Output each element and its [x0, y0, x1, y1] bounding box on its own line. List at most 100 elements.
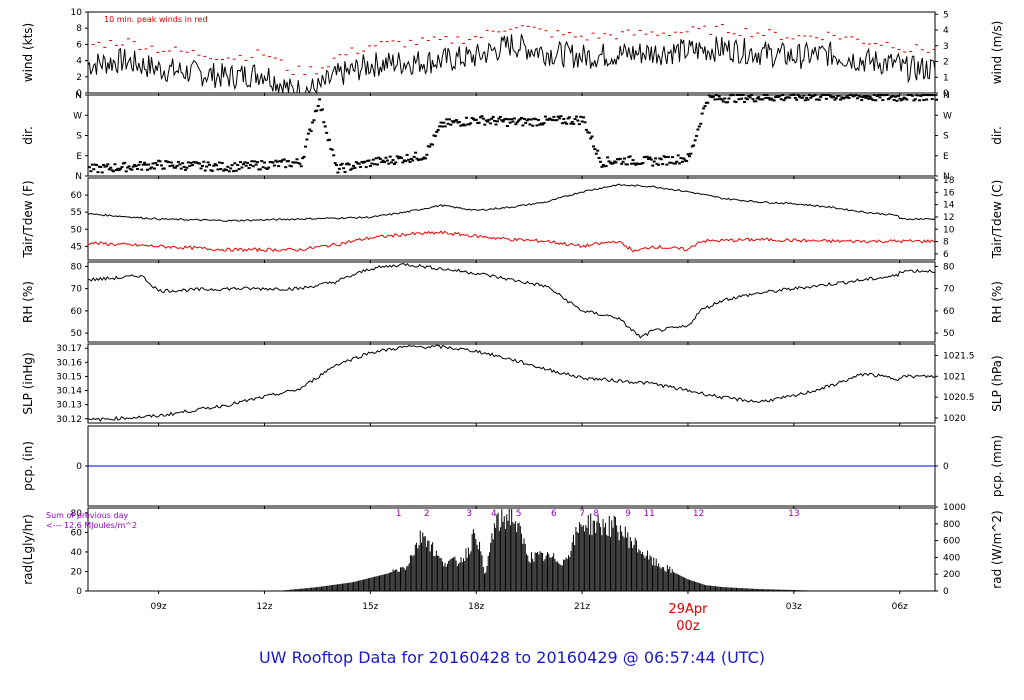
wind-right-axis-label: wind (m/s) [990, 21, 1004, 85]
dir-point [894, 95, 898, 98]
dir-point [563, 121, 567, 124]
dir-point [404, 160, 408, 163]
dir-point [867, 97, 871, 100]
x-tick-label: 18z [468, 602, 484, 612]
dir-point [769, 97, 773, 100]
dir-point [330, 148, 334, 151]
dir-point [137, 163, 141, 166]
dir-point [102, 163, 106, 166]
dir-point [414, 151, 418, 154]
dir-point [275, 160, 279, 163]
dir-point [511, 120, 515, 123]
dir-point [375, 163, 379, 166]
x-date-label: 29Apr [668, 602, 708, 617]
dir-point [117, 169, 121, 172]
dir-point [713, 98, 717, 101]
dir-point [689, 152, 693, 155]
dir-point [206, 161, 210, 164]
dir-point [833, 98, 837, 101]
dir-point [805, 96, 809, 99]
hour-mark: 13 [788, 509, 799, 519]
dir-point [747, 95, 751, 98]
dir-point [487, 118, 491, 121]
dir-point [806, 98, 810, 101]
dir-point [383, 161, 387, 164]
temp-series-tair [87, 183, 936, 222]
dir-point [888, 97, 892, 100]
dir-point [911, 94, 915, 97]
dir-point [438, 125, 442, 128]
dir-point [370, 162, 374, 165]
dir-point [455, 119, 459, 122]
dir-point [699, 122, 703, 125]
dir-point [234, 169, 238, 172]
dir-point [415, 157, 419, 160]
dir-point [394, 161, 398, 164]
dir-point [802, 94, 806, 97]
dir-point [481, 117, 485, 120]
dir-point [645, 155, 649, 158]
slp-right-tick-label: 1021.5 [943, 351, 975, 361]
rad-left-tick-label: 80 [71, 509, 83, 519]
dir-point [493, 119, 497, 122]
dir-point [227, 170, 231, 173]
dir-point [452, 121, 456, 124]
dir-left-tick-label: W [73, 111, 82, 121]
dir-point [534, 118, 538, 121]
dir-point [445, 118, 449, 121]
hour-mark: 2 [424, 509, 430, 519]
dir-point [912, 99, 916, 102]
dir-point [349, 168, 353, 171]
dir-point [515, 121, 519, 124]
dir-point [247, 167, 251, 170]
hour-mark: 8 [593, 509, 599, 519]
dir-point [604, 165, 608, 168]
dir-point [116, 167, 120, 170]
rh-left-tick-label: 50 [71, 329, 83, 339]
pcp-left-axis-label: pcp. (in) [21, 441, 35, 491]
dir-point [385, 159, 389, 162]
dir-point [339, 163, 343, 166]
dir-point [168, 165, 172, 168]
dir-point [504, 117, 508, 120]
hour-mark: 5 [516, 509, 522, 519]
dir-point [99, 165, 103, 168]
dir-point [854, 94, 858, 96]
x-tick-label: 03z [786, 602, 802, 612]
dir-point [155, 164, 159, 167]
dir-point [556, 115, 560, 118]
dir-point [96, 171, 100, 174]
dir-point [162, 167, 166, 170]
dir-right-tick-label: W [943, 111, 952, 121]
dir-point [298, 162, 302, 165]
dir-point [584, 128, 588, 131]
dir-point [754, 100, 758, 103]
rad-left-tick-label: 60 [71, 528, 83, 538]
rh-left-tick-label: 60 [71, 307, 83, 317]
dir-point [384, 156, 388, 159]
dir-point [471, 117, 475, 120]
x-tick-label: 12z [256, 602, 272, 612]
dir-point [621, 160, 625, 163]
rad-right-tick-label: 200 [943, 570, 960, 580]
dir-point [923, 94, 927, 96]
slp-left-axis-label: SLP (inHg) [21, 352, 35, 414]
dir-point [443, 125, 447, 128]
dir-point [248, 163, 252, 166]
slp-panel-frame [87, 343, 936, 424]
rh-left-tick-label: 80 [71, 262, 83, 272]
dir-point [351, 164, 355, 167]
dir-point [930, 98, 934, 101]
dir-point [871, 98, 875, 101]
rad-right-tick-label: 600 [943, 537, 960, 547]
dir-point [287, 160, 291, 163]
dir-point [686, 153, 690, 156]
dir-point [354, 161, 358, 164]
dir-point [106, 163, 110, 166]
dir-point [879, 94, 883, 96]
dir-point [131, 165, 135, 168]
pcp-right-tick-label: 0 [943, 462, 949, 472]
dir-point [510, 118, 514, 121]
temp-left-tick-label: 55 [71, 208, 82, 218]
dir-point [303, 145, 307, 148]
